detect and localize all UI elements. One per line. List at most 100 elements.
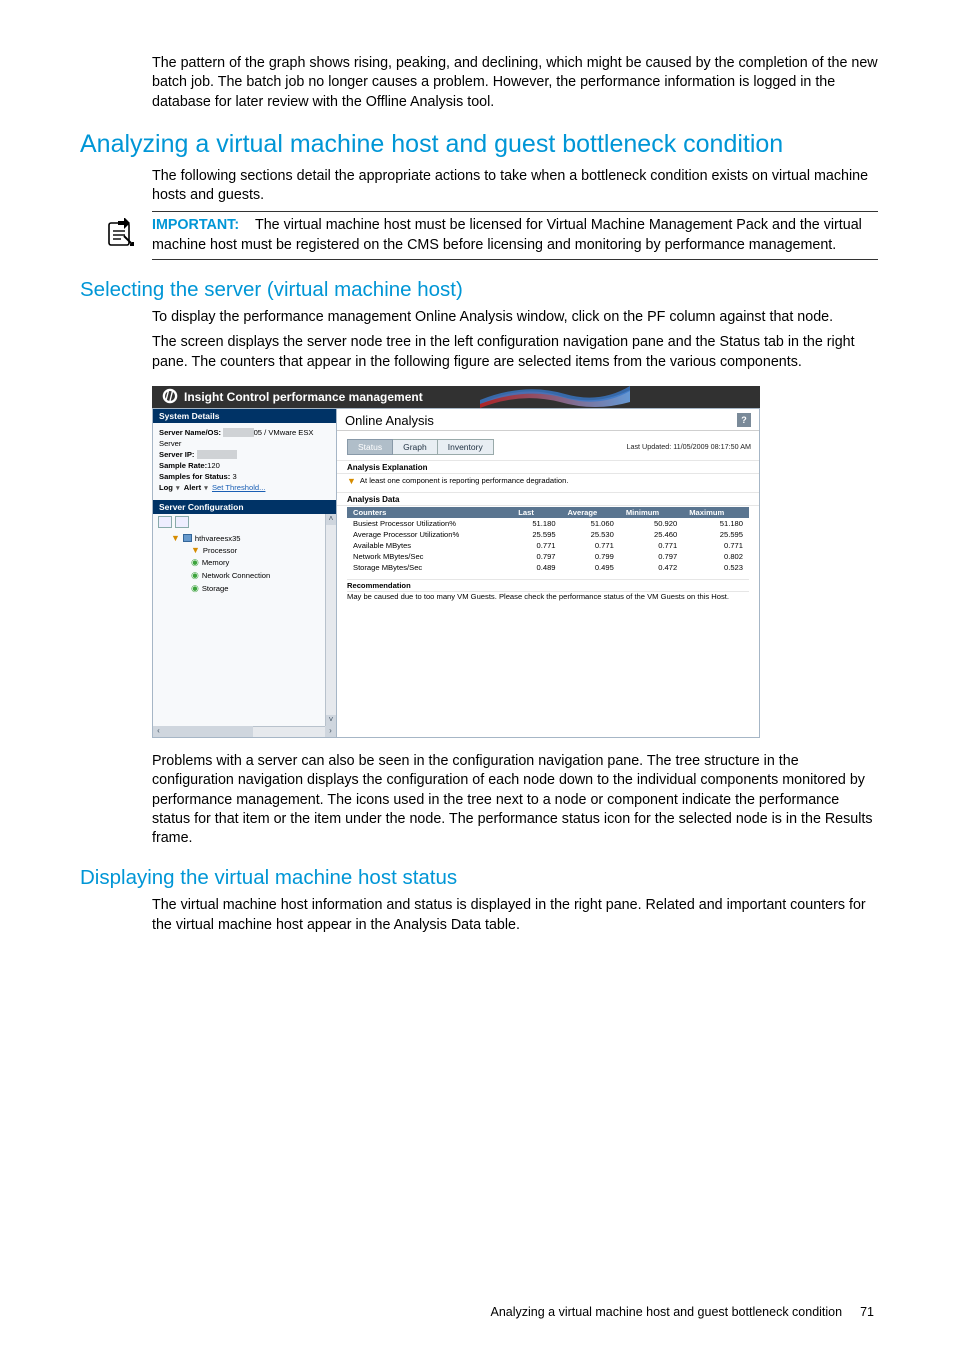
sample-rate-label: Sample Rate:	[159, 461, 207, 470]
app-header-bar: Insight Control performance management	[152, 386, 760, 408]
analysis-data-table: Counters Last Average Minimum Maximum Bu…	[347, 507, 749, 573]
sample-rate-value: 120	[207, 461, 220, 470]
server-icon	[183, 534, 192, 542]
cell: 0.799	[562, 551, 620, 562]
cell: 0.771	[512, 540, 561, 551]
paragraph-2: The following sections detail the approp…	[152, 167, 878, 206]
table-header-row: Counters Last Average Minimum Maximum	[347, 507, 749, 518]
col-last: Last	[512, 507, 561, 518]
table-row: Network MBytes/Sec0.7970.7990.7970.802	[347, 551, 749, 562]
status-ok-icon: ◉	[191, 570, 199, 581]
cell: 51.180	[683, 518, 749, 529]
table-row: Busiest Processor Utilization%51.18051.0…	[347, 518, 749, 529]
cell: 25.460	[620, 529, 683, 540]
page-footer: Analyzing a virtual machine host and gue…	[80, 1305, 878, 1319]
col-average: Average	[562, 507, 620, 518]
cell: 0.797	[620, 551, 683, 562]
cell: 0.797	[512, 551, 561, 562]
scroll-down-button[interactable]: ˅	[326, 715, 336, 726]
footer-page-number: 71	[860, 1305, 874, 1319]
app-header-title: Insight Control performance management	[184, 386, 423, 408]
footer-section-title: Analyzing a virtual machine host and gue…	[490, 1305, 842, 1319]
status-ok-icon: ◉	[191, 583, 199, 594]
system-details: Server Name/OS: xxxxxxxx05 / VMware ESX …	[153, 423, 336, 500]
intro-paragraph: The pattern of the graph shows rising, p…	[152, 54, 878, 112]
cell: Storage MBytes/Sec	[347, 562, 512, 573]
help-icon[interactable]: ?	[737, 413, 751, 427]
cell: 0.523	[683, 562, 749, 573]
cell: Average Processor Utilization%	[347, 529, 512, 540]
important-note: IMPORTANT: The virtual machine host must…	[152, 216, 878, 255]
cell: 25.595	[512, 529, 561, 540]
tree-root-label: hthvareesx35	[195, 534, 241, 543]
app-screenshot: Insight Control performance management S…	[152, 386, 760, 738]
tree-item[interactable]: ▼ Processor	[157, 544, 332, 556]
tree-toolbar-button[interactable]	[158, 516, 172, 528]
tree-item-label: Memory	[202, 558, 229, 567]
scroll-left-button[interactable]: ‹	[153, 726, 164, 737]
status-warning-icon: ▼	[171, 533, 180, 543]
recommendation-header: Recommendation	[347, 581, 411, 590]
log-dropdown[interactable]: Log ▾	[159, 483, 180, 492]
tab-status[interactable]: Status	[347, 439, 393, 455]
paragraph-6: The virtual machine host information and…	[152, 896, 878, 935]
config-tree: ▼ hthvareesx35 ▼ Processor ◉ Memory	[153, 530, 336, 599]
tree-item[interactable]: ◉ Network Connection	[157, 569, 332, 582]
cell: 0.495	[562, 562, 620, 573]
cell: Network MBytes/Sec	[347, 551, 512, 562]
tree-item-label: Processor	[203, 546, 237, 555]
samples-status-label: Samples for Status:	[159, 472, 230, 481]
header-ribbon-graphic	[480, 382, 630, 410]
cell: 0.472	[620, 562, 683, 573]
right-content-pane: Online Analysis ? Status Graph Inventory…	[337, 409, 759, 737]
tab-graph[interactable]: Graph	[393, 439, 438, 455]
heading-selecting-server: Selecting the server (virtual machine ho…	[80, 278, 878, 302]
hp-logo-icon	[162, 388, 178, 404]
scroll-thumb[interactable]	[164, 726, 253, 737]
cell: 51.060	[562, 518, 620, 529]
set-threshold-link[interactable]: Set Threshold...	[212, 483, 265, 492]
server-name-os-label: Server Name/OS:	[159, 428, 221, 437]
status-ok-icon: ◉	[191, 557, 199, 568]
paragraph-5: Problems with a server can also be seen …	[152, 752, 878, 848]
tree-item[interactable]: ◉ Memory	[157, 556, 332, 569]
server-config-header: Server Configuration	[153, 500, 336, 514]
cell: 0.802	[683, 551, 749, 562]
scroll-up-button[interactable]: ˄	[326, 514, 336, 525]
recommendation-text: May be caused due to too many VM Guests.…	[347, 592, 749, 601]
redacted-text: xxxxxxxx	[223, 428, 253, 437]
tree-toolbar-button[interactable]	[175, 516, 189, 528]
paragraph-3: To display the performance management On…	[152, 308, 878, 327]
table-row: Available MBytes0.7710.7710.7710.771	[347, 540, 749, 551]
col-minimum: Minimum	[620, 507, 683, 518]
last-updated-text: Last Updated: 11/05/2009 08:17:50 AM	[626, 442, 751, 451]
vertical-scrollbar[interactable]: ˄ ˅	[325, 514, 336, 726]
cell: 25.530	[562, 529, 620, 540]
server-ip-label: Server IP:	[159, 450, 194, 459]
samples-status-value: 3	[232, 472, 236, 481]
cell: 51.180	[512, 518, 561, 529]
cell: 25.595	[683, 529, 749, 540]
alert-dropdown[interactable]: Alert ▾	[184, 483, 208, 492]
horizontal-scrollbar[interactable]: ‹ ›	[153, 726, 336, 737]
table-row: Average Processor Utilization%25.59525.5…	[347, 529, 749, 540]
tree-item-label: Storage	[202, 584, 229, 593]
status-warning-icon: ▼	[191, 545, 200, 555]
important-label: IMPORTANT:	[152, 217, 239, 233]
table-row: Storage MBytes/Sec0.4890.4950.4720.523	[347, 562, 749, 573]
tree-root-node[interactable]: ▼ hthvareesx35	[157, 532, 332, 544]
cell: 0.489	[512, 562, 561, 573]
heading-analyzing: Analyzing a virtual machine host and gue…	[80, 130, 878, 159]
analysis-explanation-header: Analysis Explanation	[337, 460, 759, 474]
online-analysis-title: Online Analysis	[345, 413, 434, 428]
tree-item-label: Network Connection	[202, 571, 270, 580]
col-maximum: Maximum	[683, 507, 749, 518]
cell: 50.920	[620, 518, 683, 529]
analysis-explanation-text: At least one component is reporting perf…	[360, 476, 569, 485]
cell: 0.771	[683, 540, 749, 551]
paragraph-4: The screen displays the server node tree…	[152, 333, 878, 372]
important-icon	[106, 216, 152, 253]
tab-inventory[interactable]: Inventory	[438, 439, 494, 455]
scroll-right-button[interactable]: ›	[325, 726, 336, 737]
tree-item[interactable]: ◉ Storage	[157, 582, 332, 595]
